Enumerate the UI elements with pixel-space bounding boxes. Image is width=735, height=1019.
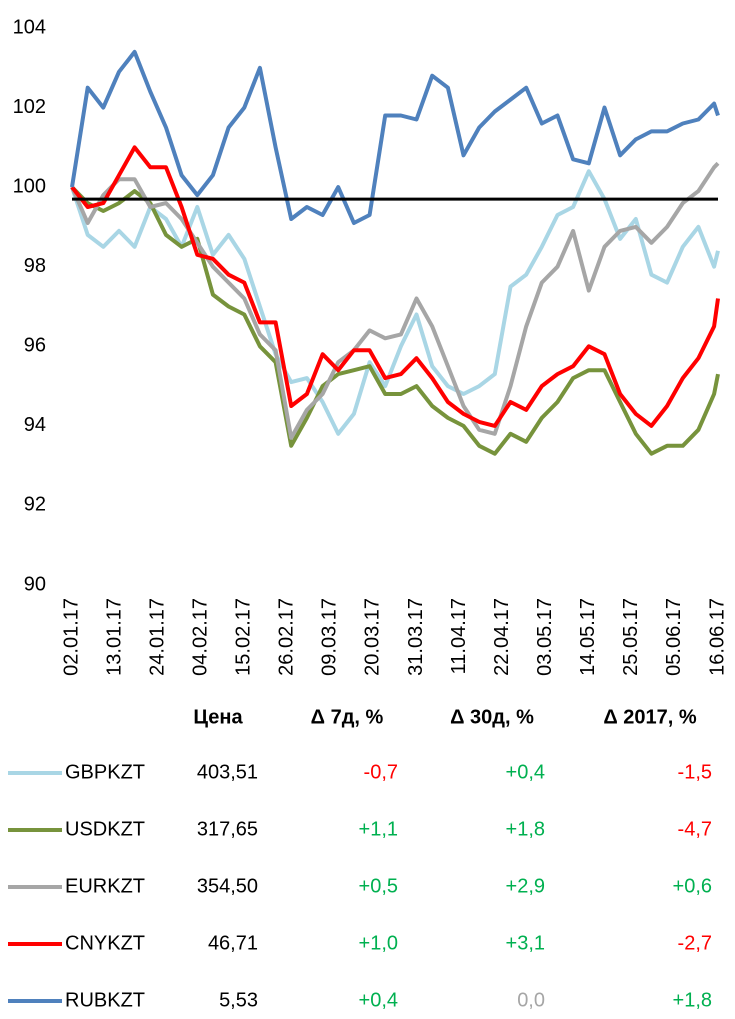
x-tick-label: 14.05.17 [577,598,599,676]
y-tick-label: 100 [13,175,46,197]
y-tick-label: 104 [13,16,46,38]
x-tick-label: 15.02.17 [233,598,255,676]
table-cell: 317,65 [197,818,258,840]
table-cell: +1,8 [506,818,545,840]
table-header: Δ 30д, % [450,706,534,728]
table-header: Цена [193,706,243,728]
table-cell: +2,9 [506,875,545,897]
table-cell: -0,7 [364,761,398,783]
table-cell: +0,6 [673,875,712,897]
table-cell: +1,1 [359,818,398,840]
x-tick-label: 24.01.17 [146,598,168,676]
table-cell: 0,0 [517,989,545,1011]
series-line [70,161,720,440]
x-tick-label: 26.02.17 [276,598,298,676]
table-cell: -2,7 [678,932,712,954]
table-cell: +0,4 [506,761,545,783]
x-tick-label: 22.04.17 [491,598,513,676]
x-tick-label: 11.04.17 [448,598,470,674]
table-cell: 403,51 [197,761,258,783]
legend-label: RUBKZT [65,989,145,1011]
y-tick-label: 96 [24,335,46,357]
legend-label: CNYKZT [65,932,145,954]
table-cell: +3,1 [506,932,545,954]
y-tick-label: 92 [24,494,46,516]
table-cell: +0,5 [359,875,398,897]
legend-label: EURKZT [65,875,145,897]
table-cell: -1,5 [678,761,712,783]
series-line [70,145,720,428]
y-tick-label: 90 [24,573,46,595]
x-tick-label: 13.01.17 [103,598,125,676]
x-tick-label: 03.05.17 [534,598,556,676]
x-tick-label: 04.02.17 [189,598,211,676]
table-cell: +1,0 [359,932,398,954]
x-tick-label: 31.03.17 [405,598,427,676]
table-cell: -4,7 [678,818,712,840]
x-tick-label: 20.03.17 [362,598,384,676]
y-tick-label: 102 [13,96,46,118]
y-tick-label: 94 [24,414,46,436]
table-cell: 46,71 [208,932,258,954]
series-line [70,185,720,456]
table-header: Δ 2017, % [603,706,697,728]
table-cell: +0,4 [359,989,398,1011]
table-cell: 5,53 [219,989,258,1011]
y-tick-label: 98 [24,255,46,277]
x-tick-label: 02.01.17 [60,598,82,676]
series-line [70,49,720,225]
legend-label: USDKZT [65,818,145,840]
table-header: Δ 7д, % [311,706,384,728]
x-tick-label: 05.06.17 [663,598,685,676]
x-tick-label: 09.03.17 [319,598,341,676]
legend-label: GBPKZT [65,761,145,783]
x-tick-label: 25.05.17 [620,598,642,676]
x-tick-label: 16.06.17 [706,598,728,676]
table-cell: +1,8 [673,989,712,1011]
table-cell: 354,50 [197,875,258,897]
